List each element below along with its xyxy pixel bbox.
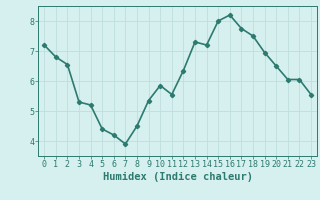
X-axis label: Humidex (Indice chaleur): Humidex (Indice chaleur) [103,172,252,182]
